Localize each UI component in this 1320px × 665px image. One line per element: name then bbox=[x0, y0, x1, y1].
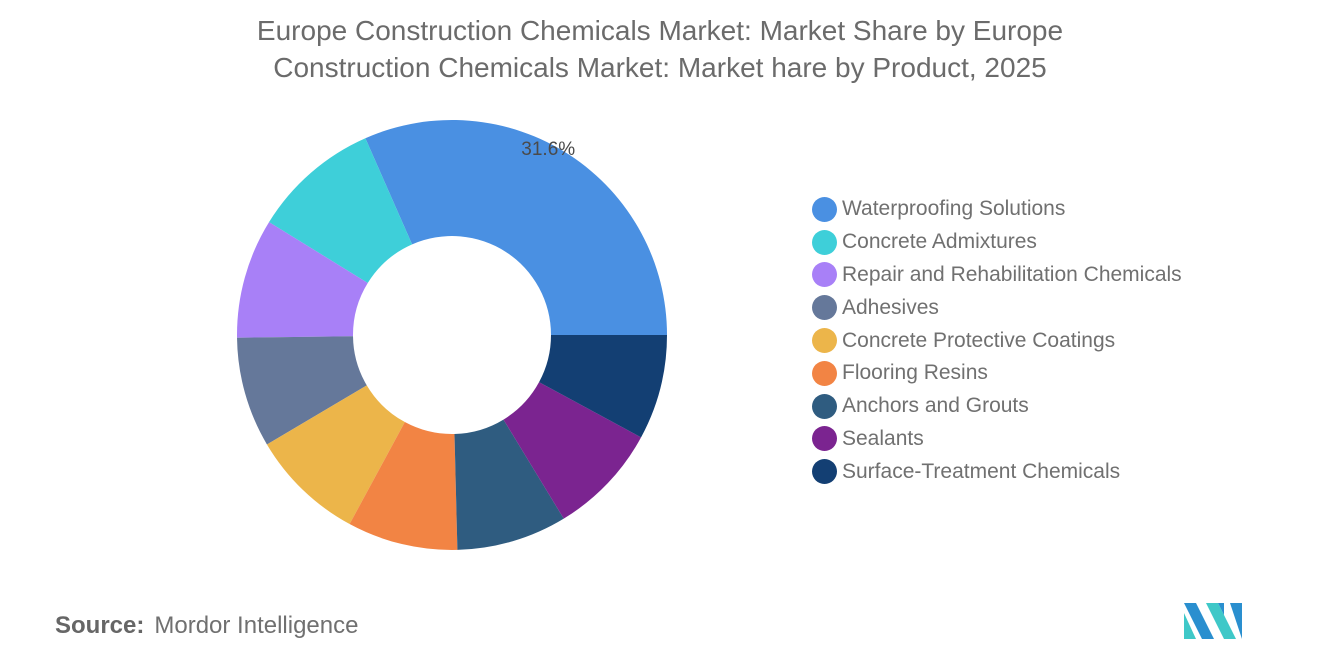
legend-item: Flooring Resins bbox=[812, 357, 1182, 390]
source-note: Source: Mordor Intelligence bbox=[55, 612, 358, 640]
legend-swatch bbox=[812, 262, 837, 288]
legend-label: Adhesives bbox=[842, 295, 939, 319]
source-value: Mordor Intelligence bbox=[154, 612, 359, 639]
legend-swatch bbox=[812, 328, 837, 354]
chart-title-line-1: Europe Construction Chemicals Market: Ma… bbox=[256, 15, 1064, 46]
legend-swatch bbox=[812, 229, 837, 255]
slice-surface-treatment-chemicals bbox=[539, 335, 667, 438]
slice-repair-and-rehabilitation-chemicals bbox=[237, 222, 368, 338]
legend-item: Concrete Admixtures bbox=[812, 226, 1182, 259]
legend-item: Repair and Rehabilitation Chemicals bbox=[812, 259, 1182, 292]
legend-label: Waterproofing Solutions bbox=[842, 197, 1066, 221]
slice-sealants bbox=[503, 382, 642, 519]
legend-item: Anchors and Grouts bbox=[812, 390, 1182, 423]
legend-swatch bbox=[812, 196, 837, 222]
legend-item: Waterproofing Solutions bbox=[812, 193, 1182, 226]
legend-swatch bbox=[812, 393, 837, 419]
slice-flooring-resins bbox=[349, 422, 458, 550]
legend-swatch bbox=[812, 459, 837, 485]
slice-adhesives bbox=[237, 336, 367, 445]
chart-title-line-2: Construction Chemicals Market: Market ha… bbox=[273, 52, 1047, 83]
chart-title: Europe Construction Chemicals Market: Ma… bbox=[0, 12, 1320, 86]
data-label: 31.6% bbox=[521, 139, 575, 160]
legend-label: Surface-Treatment Chemicals bbox=[842, 459, 1121, 483]
legend-label: Repair and Rehabilitation Chemicals bbox=[842, 262, 1182, 286]
slice-waterproofing-solutions bbox=[365, 119, 667, 335]
legend-label: Anchors and Grouts bbox=[842, 394, 1029, 418]
slice-concrete-protective-coatings bbox=[266, 385, 405, 525]
source-label: Source: bbox=[55, 612, 145, 639]
legend-item: Sealants bbox=[812, 423, 1182, 456]
legend-item: Adhesives bbox=[812, 291, 1182, 324]
legend-swatch bbox=[812, 426, 837, 452]
legend-label: Flooring Resins bbox=[842, 361, 988, 385]
mordor-logo bbox=[1184, 603, 1242, 639]
legend-item: Concrete Protective Coatings bbox=[812, 324, 1182, 357]
legend: Waterproofing Solutions Concrete Admixtur… bbox=[812, 193, 1182, 488]
legend-label: Concrete Protective Coatings bbox=[842, 328, 1116, 352]
legend-label: Concrete Admixtures bbox=[842, 230, 1037, 254]
legend-item: Surface-Treatment Chemicals bbox=[812, 455, 1182, 488]
slice-concrete-admixtures bbox=[269, 138, 413, 284]
legend-label: Sealants bbox=[842, 426, 924, 450]
legend-swatch bbox=[812, 360, 837, 386]
legend-swatch bbox=[812, 295, 837, 321]
slice-anchors-and-grouts bbox=[454, 419, 564, 550]
